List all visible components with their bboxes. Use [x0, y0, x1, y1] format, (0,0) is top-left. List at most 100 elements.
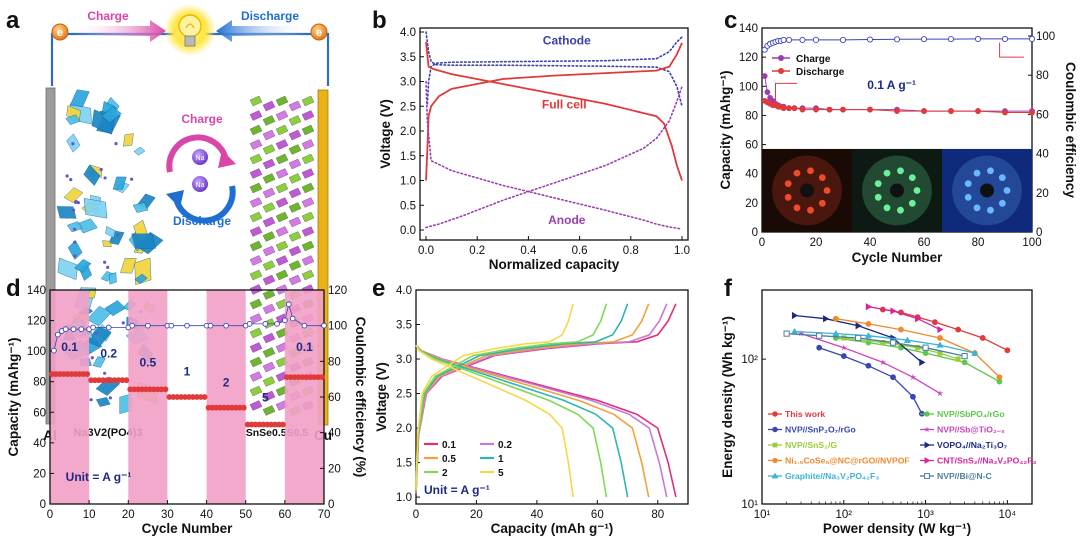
data-point: [123, 377, 130, 384]
anode-layer-tile: [249, 400, 263, 411]
y-axis-label: Capacity (mAhg⁻¹): [6, 338, 21, 457]
legend-label: NVP//SnS₂/G: [785, 440, 837, 450]
series-line-0: [426, 36, 683, 105]
charge-arrow-label: Charge: [87, 9, 129, 23]
y-axis-label: Voltage (V): [374, 362, 389, 432]
data-point: [812, 36, 820, 43]
panel-d-label: d: [6, 275, 21, 302]
charge-cycle-arrow-icon: [166, 134, 229, 173]
crystal-polyhedron: [133, 146, 146, 156]
y-tick-label: 60: [33, 407, 46, 419]
anode-layer-tile: [288, 100, 302, 112]
series-line-1: [835, 337, 1000, 383]
x-tick-label: 20: [122, 509, 135, 521]
x-tick-label: 40: [530, 509, 543, 521]
legend-marker: [924, 441, 931, 449]
data-point: [937, 350, 943, 356]
legend-label: 0.2: [498, 440, 512, 451]
data-point: [319, 374, 325, 381]
light-bulb-icon: [164, 4, 216, 56]
crystal-atom: [106, 265, 110, 269]
y-tick-label: 10²: [741, 354, 758, 366]
anode-layer-tile: [301, 110, 315, 121]
anode-layer-tile: [301, 153, 315, 165]
crystal-polyhedron: [105, 226, 116, 238]
anode-layer-tile: [262, 129, 276, 141]
data-point: [894, 108, 900, 114]
cathode-material-label: Na3V2(PO4)3: [73, 427, 142, 439]
crystal-polyhedron: [66, 221, 83, 233]
data-point: [996, 374, 1003, 381]
crystal-polyhedron: [83, 164, 101, 186]
anode-layer-tile: [249, 240, 263, 252]
data-point: [780, 36, 787, 43]
discharge-curve-5: [415, 344, 574, 498]
data-point: [274, 321, 280, 327]
data-point: [279, 421, 286, 428]
crystal-polyhedron: [86, 326, 112, 348]
anode-layer-tile: [275, 95, 289, 107]
crystal-atom: [103, 371, 107, 375]
unit-label: Unit = A g⁻¹: [66, 470, 132, 484]
y-tick-label: 2.5: [400, 101, 416, 113]
charge-arrow-icon: [72, 20, 166, 42]
annotation-anode: Anode: [548, 213, 586, 227]
data-point: [955, 326, 962, 333]
y2-tick-label: 0: [328, 499, 334, 511]
anode-layer-tile: [275, 255, 289, 266]
anode-layer-tile: [262, 274, 276, 286]
x-tick-label: 20: [470, 509, 483, 521]
anode-layer-tile: [275, 153, 289, 165]
anode-layer-tile: [262, 260, 276, 271]
anode-layer-tile: [301, 168, 315, 179]
image-led-red: [818, 174, 826, 182]
legend-marker: [772, 411, 778, 417]
panel-e-label: e: [372, 275, 385, 302]
x-tick-label: 40: [864, 237, 877, 249]
crystal-atom: [73, 240, 77, 244]
legend-label: Ni₁.₅CoSe₅@NC@rGO//NVPOF: [785, 456, 910, 466]
crystal-atom: [130, 177, 134, 181]
legend-label: VOPO₄//Na₂Ti₃O₇: [937, 440, 1008, 450]
panel-c: c 0 20 40 60 80 10002040608010012014002040608…: [718, 7, 1078, 265]
data-point: [1002, 109, 1008, 116]
y-tick-label: 3.5: [396, 320, 412, 332]
x-tick-label: 0.0: [418, 245, 434, 257]
anode-layer-tile: [249, 269, 263, 281]
na-ion-bottom-label: Na: [196, 182, 205, 189]
y-tick-label: 40: [33, 438, 46, 450]
y2-tick-label: 0: [1036, 227, 1042, 239]
unit-label: Unit = A g⁻¹: [424, 483, 490, 497]
x-tick-label: 1.0: [674, 245, 690, 257]
discharge-arrow-label: Discharge: [241, 9, 299, 23]
x-tick-label: 60: [278, 509, 291, 521]
crystal-polyhedron: [56, 206, 77, 219]
y-tick-label: 3.0: [396, 354, 412, 366]
data-point: [1004, 347, 1011, 354]
data-point: [974, 35, 982, 42]
chart-d: 0 10 20 30 40 50 60 700204060801001201400204060…: [6, 285, 368, 536]
electron-left-icon: e: [51, 23, 69, 41]
anode-layer-tile: [288, 216, 302, 228]
legend-label: This work: [785, 409, 825, 419]
data-point: [955, 356, 961, 362]
image-led-green: [874, 180, 882, 188]
data-point: [207, 322, 214, 329]
data-point: [919, 358, 926, 366]
y-tick-label: 3.0: [400, 77, 416, 89]
x-tick-label: 0: [47, 509, 53, 521]
crystal-atom: [73, 254, 77, 258]
crystal-atom: [121, 321, 125, 325]
panel-b: b 0.0 0.2 0.4 0.6 0.8 1.0 0.0 0.5 1.0 1.5 2.0 2.5 3.…: [372, 7, 690, 272]
crystal-polyhedron: [67, 240, 83, 260]
x-tick-label: 60: [918, 237, 931, 249]
anode-layer-tile: [288, 245, 302, 257]
x-tick-label: 40: [200, 509, 213, 521]
anode-layer-tile: [249, 211, 263, 223]
data-point: [201, 394, 208, 400]
discharge-curve-4: [415, 344, 608, 498]
data-point: [785, 36, 793, 43]
crystal-polyhedron: [102, 240, 112, 248]
y-tick-label: 3.5: [400, 52, 416, 64]
y2-tick-label: 60: [1036, 109, 1049, 121]
